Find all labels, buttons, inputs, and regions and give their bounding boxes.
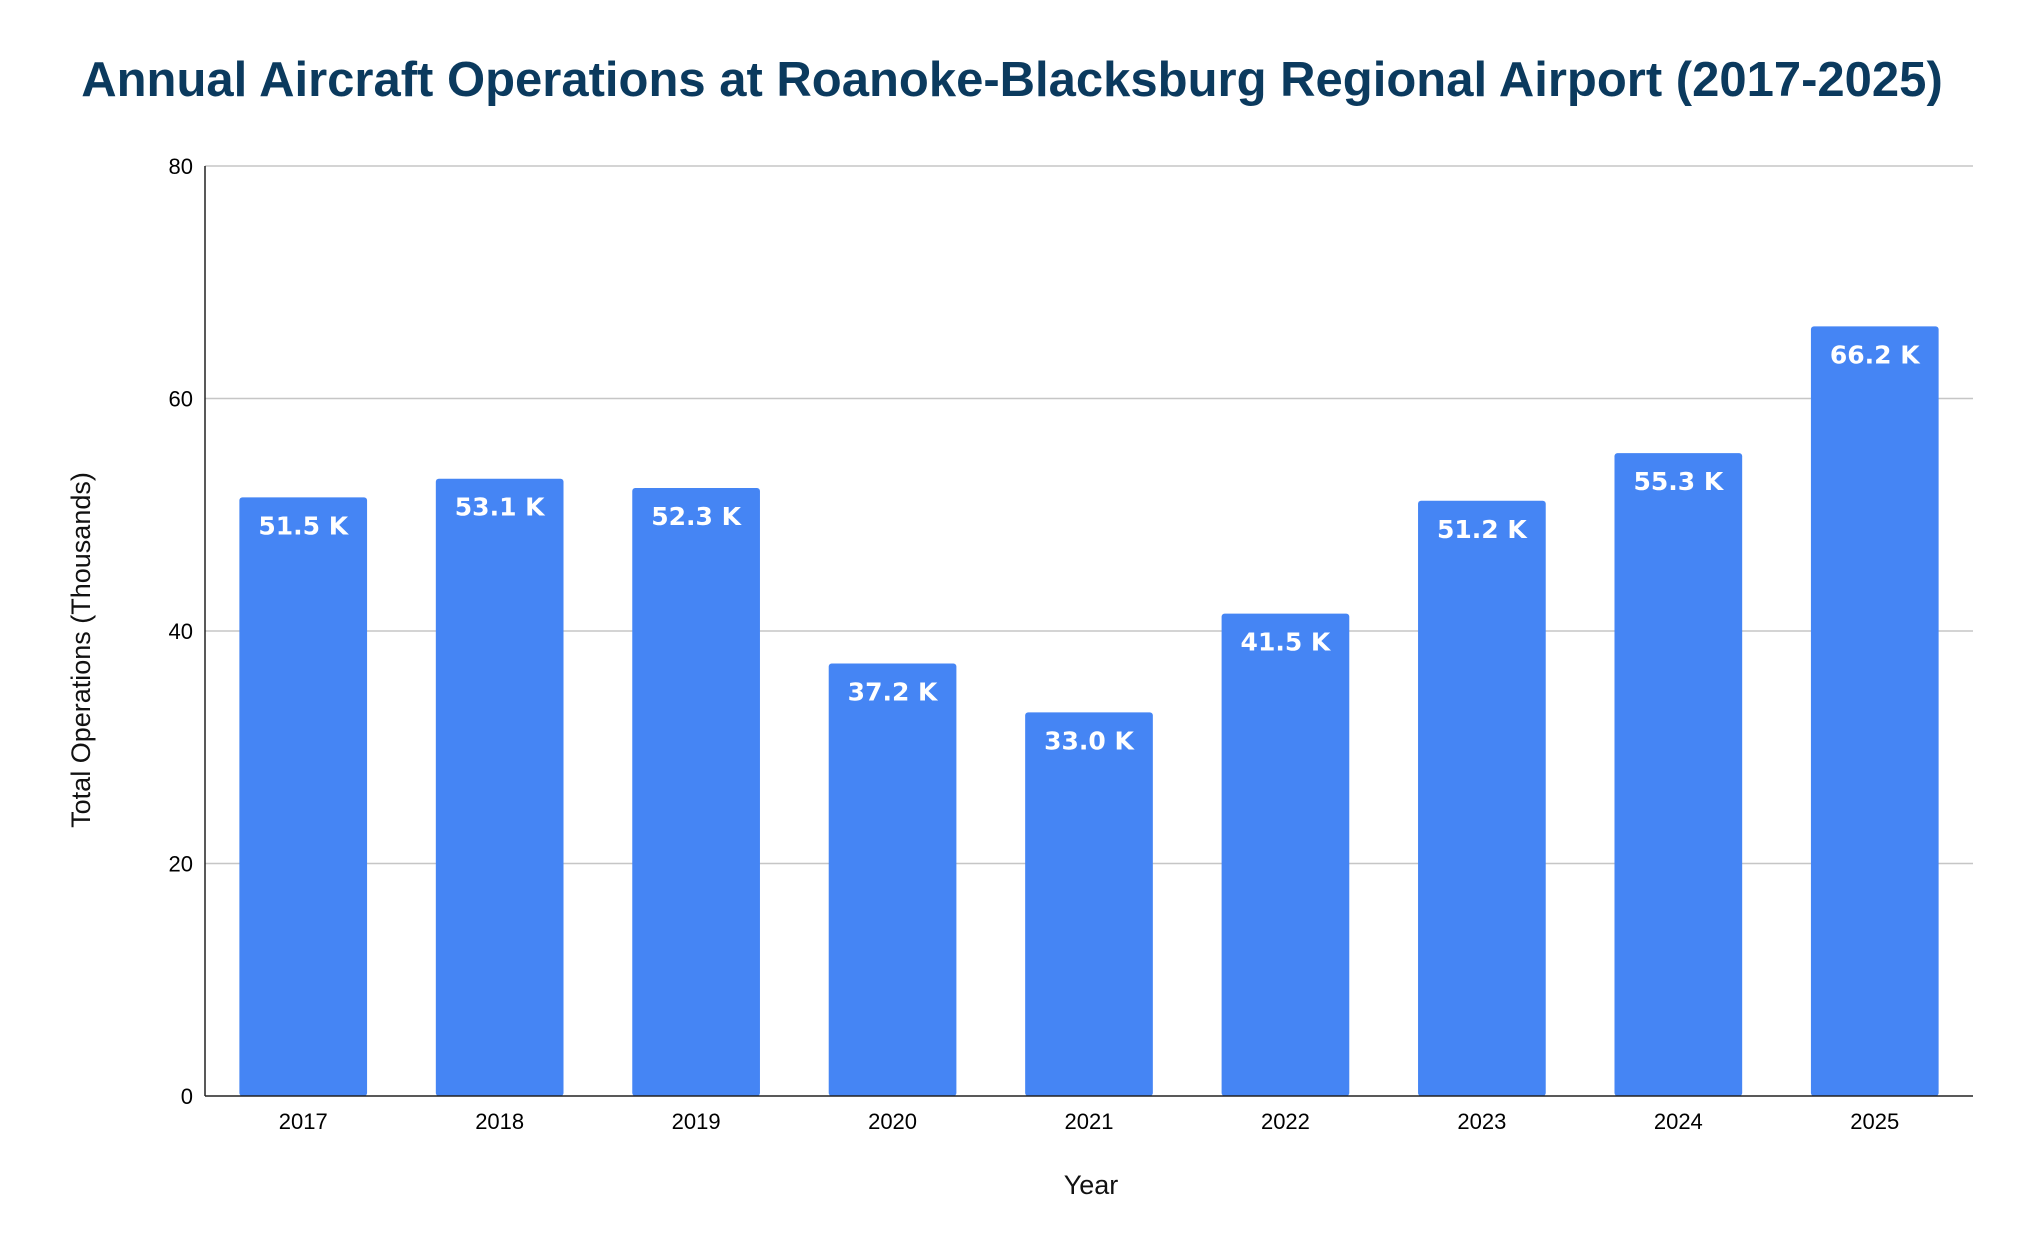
data-label: 51.2 K <box>1437 515 1528 544</box>
data-label: 52.3 K <box>651 502 742 531</box>
y-tick-label: 80 <box>169 154 193 179</box>
y-tick-label: 0 <box>181 1084 193 1109</box>
data-label: 55.3 K <box>1633 467 1724 496</box>
data-label: 66.2 K <box>1830 340 1921 369</box>
x-tick-label: 2021 <box>1065 1109 1114 1134</box>
data-label: 53.1 K <box>455 493 546 522</box>
labels: 0 20 40 60 80 51.5 K 2017 53.1 K 2018 52.3 K 2019 3… <box>169 154 1922 1134</box>
y-tick-label: 40 <box>169 619 193 644</box>
x-tick-label: 2022 <box>1261 1109 1310 1134</box>
bar-2023[interactable] <box>1418 500 1546 1096</box>
data-label: 37.2 K <box>848 678 939 707</box>
bar-2022[interactable] <box>1221 613 1350 1096</box>
x-tick-label: 2018 <box>475 1109 524 1134</box>
data-label: 51.5 K <box>258 511 349 540</box>
bar-2020[interactable] <box>828 663 957 1096</box>
x-tick-label: 2025 <box>1850 1109 1899 1134</box>
y-tick-label: 20 <box>169 852 193 877</box>
bar-2019[interactable] <box>632 488 760 1096</box>
bar-2017[interactable] <box>239 497 368 1096</box>
x-tick-label: 2020 <box>868 1109 917 1134</box>
x-axis-title: Year <box>1064 1170 1119 1200</box>
bar-2021[interactable] <box>1025 712 1153 1096</box>
bar-2018[interactable] <box>435 478 564 1096</box>
axes <box>204 166 1973 1097</box>
x-tick-label: 2023 <box>1457 1109 1506 1134</box>
y-axis-title: Total Operations (Thousands) <box>66 472 96 828</box>
bar-2025[interactable] <box>1810 326 1939 1096</box>
y-tick-label: 60 <box>169 387 193 412</box>
chart-title: Annual Aircraft Operations at Roanoke-Bl… <box>81 53 1943 107</box>
data-label: 41.5 K <box>1241 628 1332 657</box>
x-tick-label: 2017 <box>279 1109 328 1134</box>
x-tick-label: 2019 <box>672 1109 721 1134</box>
bars <box>239 326 1939 1096</box>
data-label: 33.0 K <box>1044 726 1135 755</box>
bar-2024[interactable] <box>1614 453 1743 1096</box>
x-tick-label: 2024 <box>1654 1109 1703 1134</box>
